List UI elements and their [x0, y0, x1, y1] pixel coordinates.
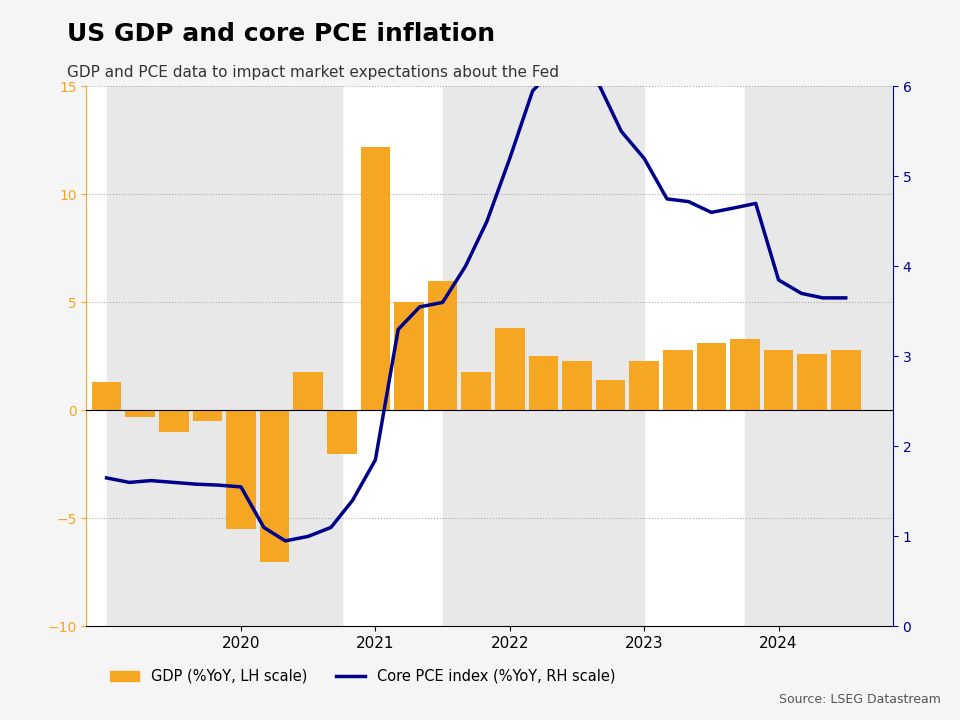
Bar [443, 86, 644, 626]
Bar [327, 410, 356, 454]
Bar [294, 372, 323, 410]
Bar [495, 328, 524, 410]
Bar [745, 86, 913, 626]
Bar [731, 339, 759, 410]
Bar [529, 356, 558, 410]
Bar [193, 410, 222, 421]
Bar [92, 382, 121, 410]
Text: GDP and PCE data to impact market expectations about the Fed: GDP and PCE data to impact market expect… [67, 65, 559, 80]
Bar [159, 410, 188, 432]
Bar [395, 302, 423, 410]
Bar [361, 147, 390, 410]
Text: US GDP and core PCE inflation: US GDP and core PCE inflation [67, 22, 495, 45]
Bar [563, 361, 591, 410]
Bar [764, 350, 793, 410]
Bar [126, 410, 155, 417]
Bar [107, 86, 342, 626]
Bar [596, 380, 625, 410]
Bar [831, 350, 860, 410]
Bar [663, 350, 692, 410]
Bar [697, 343, 726, 410]
Legend: GDP (%YoY, LH scale), Core PCE index (%YoY, RH scale): GDP (%YoY, LH scale), Core PCE index (%Y… [109, 669, 615, 684]
Bar [260, 410, 289, 562]
Bar [798, 354, 827, 410]
Text: Source: LSEG Datastream: Source: LSEG Datastream [779, 693, 941, 706]
Bar [227, 410, 255, 529]
Bar [462, 372, 491, 410]
Bar [428, 281, 457, 410]
Bar [630, 361, 659, 410]
